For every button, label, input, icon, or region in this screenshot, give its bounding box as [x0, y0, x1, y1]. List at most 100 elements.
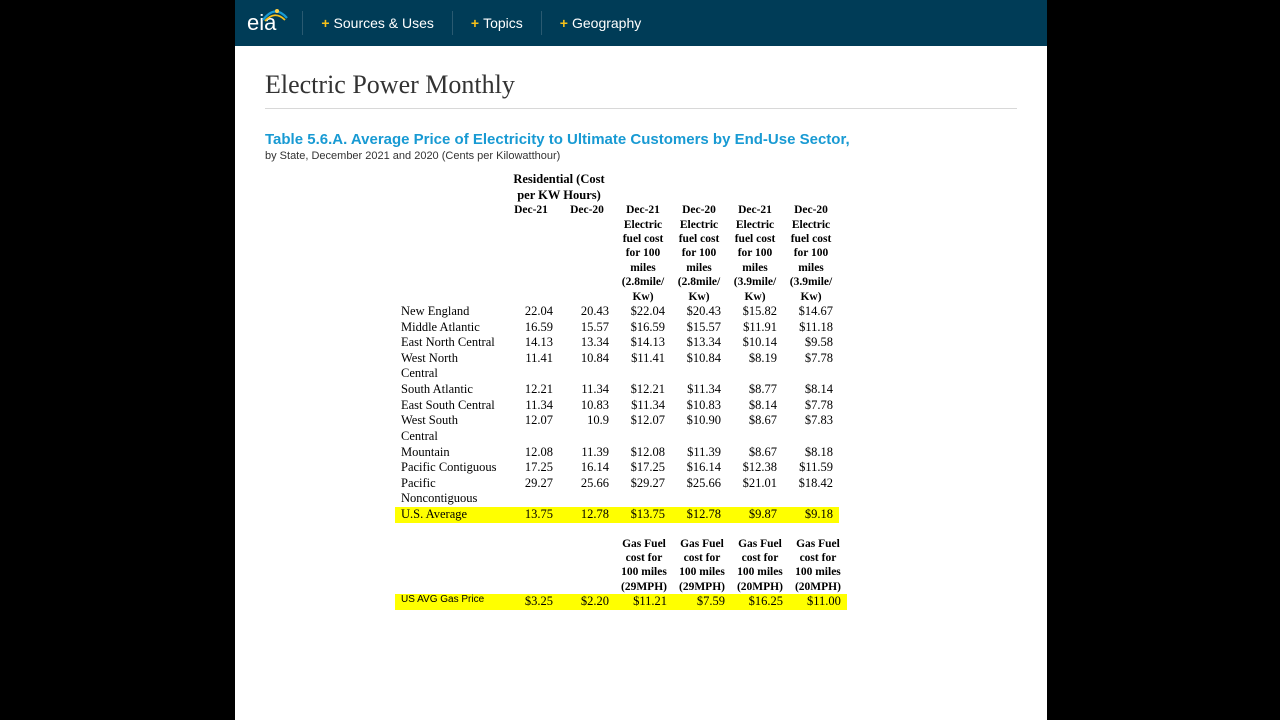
region-cell: East North Central — [395, 335, 503, 351]
gas-d21: $3.25 — [503, 594, 559, 610]
gas-d20: $2.20 — [559, 594, 615, 610]
c28-21-cell: $11.41 — [615, 351, 671, 382]
gas-price-label: US AVG Gas Price — [395, 594, 503, 610]
dec20-cell: 15.57 — [559, 320, 615, 336]
dec21-cell: 12.08 — [503, 445, 559, 461]
table-row: West North Central11.4110.84$11.41$10.84… — [395, 351, 839, 382]
c39-20-cell: $18.42 — [783, 476, 839, 507]
c28-20-cell: $10.84 — [671, 351, 727, 382]
c39-20-cell: $8.18 — [783, 445, 839, 461]
table-row: Mountain12.0811.39$12.08$11.39$8.67$8.18 — [395, 445, 839, 461]
dec20-cell: 11.34 — [559, 382, 615, 398]
gas-20-20: $11.00 — [789, 594, 847, 610]
table-row: West South Central12.0710.9$12.07$10.90$… — [395, 413, 839, 444]
eia-logo[interactable]: eia — [247, 10, 294, 36]
c39-20-cell: $9.58 — [783, 335, 839, 351]
c28-21-cell: $12.07 — [615, 413, 671, 444]
c39-20-cell: $8.14 — [783, 382, 839, 398]
gas-20-21: $16.25 — [731, 594, 789, 610]
dec20-cell: 10.84 — [559, 351, 615, 382]
gas-29-20: $7.59 — [673, 594, 731, 610]
price-table: Residential (Cost per KW Hours) Dec-21De… — [395, 172, 839, 523]
nav-item[interactable]: +Sources & Uses — [302, 11, 452, 35]
c28-20-cell: $11.39 — [671, 445, 727, 461]
page: eia +Sources & Uses+Topics+Geography Ele… — [235, 0, 1047, 720]
column-header: Dec-20 Electric fuel cost for 100 miles … — [783, 203, 839, 304]
c39-21-cell: $12.38 — [727, 460, 783, 476]
c39-20-cell: $14.67 — [783, 304, 839, 320]
region-cell: Pacific Noncontiguous — [395, 476, 503, 507]
dec21-cell: 11.34 — [503, 398, 559, 414]
c28-21-cell: $13.75 — [615, 507, 671, 523]
dec20-cell: 12.78 — [559, 507, 615, 523]
c39-21-cell: $21.01 — [727, 476, 783, 507]
c28-20-cell: $20.43 — [671, 304, 727, 320]
table-row: U.S. Average13.7512.78$13.75$12.78$9.87$… — [395, 507, 839, 523]
c28-21-cell: $12.08 — [615, 445, 671, 461]
c39-21-cell: $15.82 — [727, 304, 783, 320]
gas-29-21: $11.21 — [615, 594, 673, 610]
column-header: Dec-20 — [559, 203, 615, 304]
c28-21-cell: $16.59 — [615, 320, 671, 336]
dec21-cell: 22.04 — [503, 304, 559, 320]
c39-21-cell: $8.67 — [727, 445, 783, 461]
dec21-cell: 17.25 — [503, 460, 559, 476]
region-cell: New England — [395, 304, 503, 320]
dec21-cell: 29.27 — [503, 476, 559, 507]
nav-item[interactable]: +Topics — [452, 11, 541, 35]
dec20-cell: 10.83 — [559, 398, 615, 414]
logo-swoosh-icon — [261, 8, 289, 22]
gas-column-header: Gas Fuel cost for 100 miles (29MPH) — [673, 537, 731, 595]
dec21-cell: 11.41 — [503, 351, 559, 382]
c28-21-cell: $12.21 — [615, 382, 671, 398]
c39-21-cell: $11.91 — [727, 320, 783, 336]
dec21-cell: 12.07 — [503, 413, 559, 444]
region-cell: West South Central — [395, 413, 503, 444]
region-cell: South Atlantic — [395, 382, 503, 398]
c39-20-cell: $7.83 — [783, 413, 839, 444]
c28-20-cell: $25.66 — [671, 476, 727, 507]
column-header: Dec-21 — [503, 203, 559, 304]
gas-column-header: Gas Fuel cost for 100 miles (20MPH) — [789, 537, 847, 595]
dec20-cell: 13.34 — [559, 335, 615, 351]
dec20-cell: 11.39 — [559, 445, 615, 461]
dec21-cell: 12.21 — [503, 382, 559, 398]
column-header: Dec-20 Electric fuel cost for 100 miles … — [671, 203, 727, 304]
group-header: Residential (Cost per KW Hours) — [503, 172, 615, 203]
top-nav: eia +Sources & Uses+Topics+Geography — [235, 0, 1047, 46]
dec21-cell: 14.13 — [503, 335, 559, 351]
c28-20-cell: $15.57 — [671, 320, 727, 336]
dec20-cell: 16.14 — [559, 460, 615, 476]
page-title: Electric Power Monthly — [265, 70, 1017, 109]
region-cell: Pacific Contiguous — [395, 460, 503, 476]
nav-item[interactable]: +Geography — [541, 11, 659, 35]
c39-21-cell: $8.77 — [727, 382, 783, 398]
c28-20-cell: $10.90 — [671, 413, 727, 444]
c28-20-cell: $11.34 — [671, 382, 727, 398]
c28-21-cell: $11.34 — [615, 398, 671, 414]
table-row: Pacific Noncontiguous29.2725.66$29.27$25… — [395, 476, 839, 507]
gas-column-header: Gas Fuel cost for 100 miles (20MPH) — [731, 537, 789, 595]
c39-20-cell: $7.78 — [783, 351, 839, 382]
table-row: Pacific Contiguous17.2516.14$17.25$16.14… — [395, 460, 839, 476]
dec21-cell: 16.59 — [503, 320, 559, 336]
dec21-cell: 13.75 — [503, 507, 559, 523]
c28-21-cell: $17.25 — [615, 460, 671, 476]
c28-20-cell: $10.83 — [671, 398, 727, 414]
c39-21-cell: $9.87 — [727, 507, 783, 523]
column-header: Dec-21 Electric fuel cost for 100 miles … — [727, 203, 783, 304]
table-row: Middle Atlantic16.5915.57$16.59$15.57$11… — [395, 320, 839, 336]
table-title: Table 5.6.A. Average Price of Electricit… — [265, 131, 1017, 148]
gas-table: Gas Fuel cost for 100 miles (29MPH)Gas F… — [395, 537, 847, 610]
stage: eia +Sources & Uses+Topics+Geography Ele… — [0, 0, 1280, 720]
gas-column-header: Gas Fuel cost for 100 miles (29MPH) — [615, 537, 673, 595]
c28-21-cell: $29.27 — [615, 476, 671, 507]
table-row: East North Central14.1313.34$14.13$13.34… — [395, 335, 839, 351]
c39-21-cell: $10.14 — [727, 335, 783, 351]
c39-20-cell: $11.18 — [783, 320, 839, 336]
nav-items: +Sources & Uses+Topics+Geography — [302, 11, 659, 35]
c39-20-cell: $7.78 — [783, 398, 839, 414]
region-cell: East South Central — [395, 398, 503, 414]
dec20-cell: 25.66 — [559, 476, 615, 507]
c39-20-cell: $9.18 — [783, 507, 839, 523]
